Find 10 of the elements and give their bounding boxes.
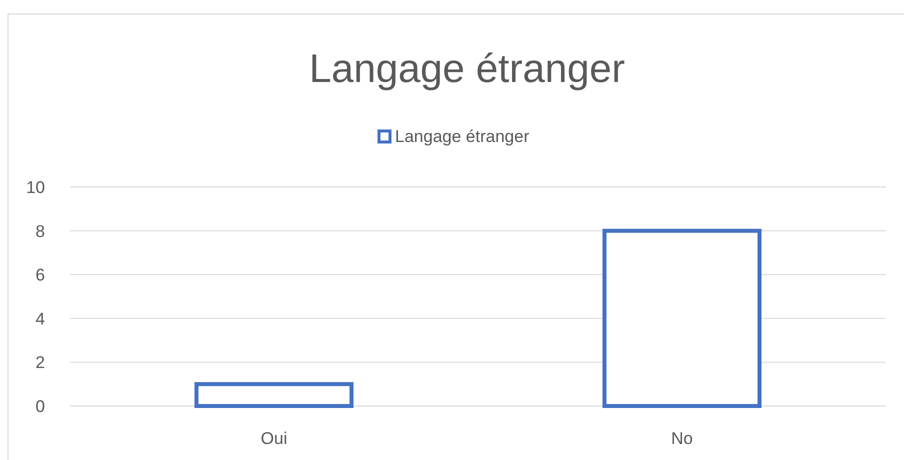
y-tick-label: 10 <box>26 178 45 197</box>
y-tick-label: 4 <box>36 309 45 328</box>
chart-title: Langage étranger <box>309 47 625 91</box>
x-tick-label: Oui <box>260 428 288 448</box>
y-tick-label: 8 <box>36 222 45 241</box>
y-tick-label: 6 <box>36 266 45 285</box>
y-tick-label: 0 <box>36 396 45 416</box>
x-tick-label: No <box>671 428 693 448</box>
legend-label: Langage étranger <box>395 127 530 146</box>
y-tick-label: 2 <box>36 353 45 372</box>
